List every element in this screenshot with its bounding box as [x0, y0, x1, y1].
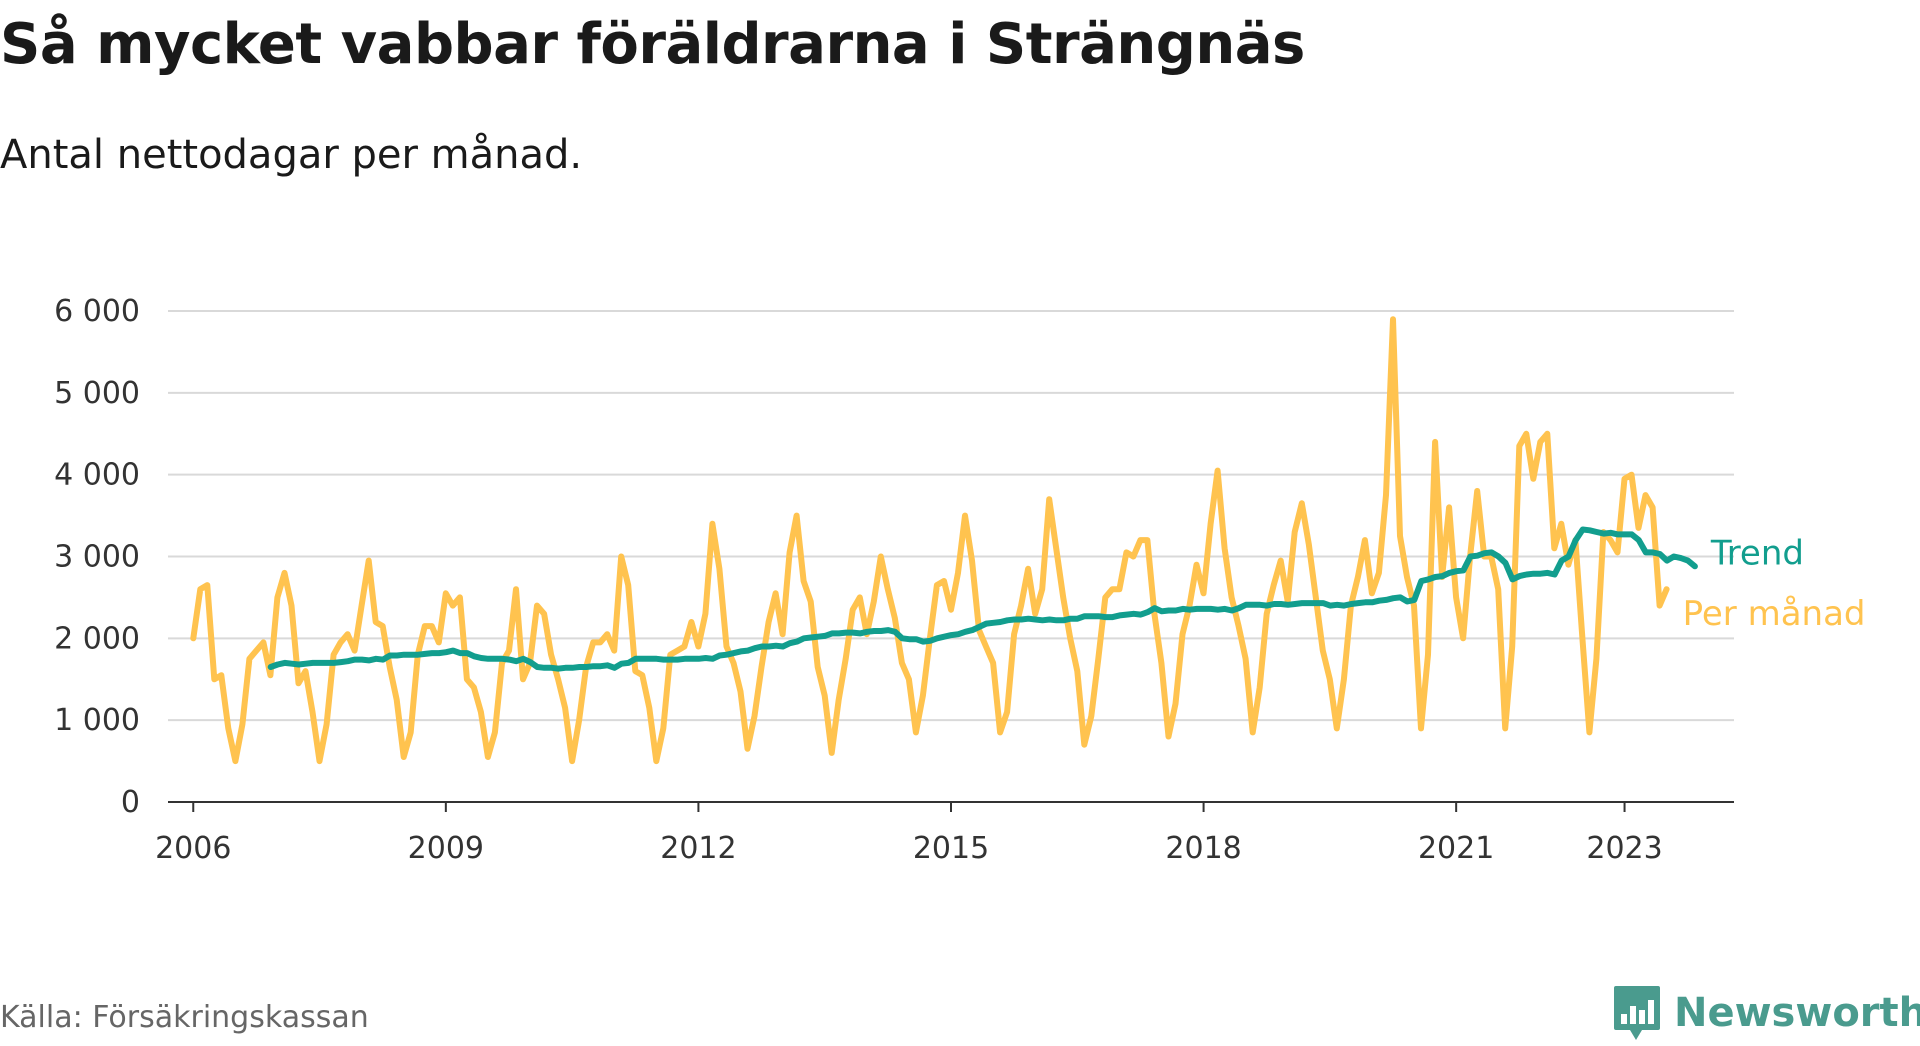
x-tick-label: 2012	[660, 831, 736, 866]
y-tick-label: 5 000	[54, 376, 140, 411]
brand: Newsworthy	[1612, 980, 1920, 1046]
brand-name: Newsworthy	[1674, 990, 1920, 1036]
chart-subtitle: Antal nettodagar per månad.	[0, 132, 583, 178]
line-chart: 0 1 000 2 000 3 000 4 000 5 000 6 000 2006 2009 2…	[54, 294, 1866, 866]
x-tick-label: 2006	[155, 831, 231, 866]
y-tick-label: 1 000	[54, 703, 140, 738]
x-tick-label: 2021	[1418, 831, 1494, 866]
series-label-trend: Trend	[1710, 533, 1804, 573]
x-tick-label: 2009	[408, 831, 484, 866]
y-tick-label: 4 000	[54, 458, 140, 493]
chart-title: Så mycket vabbar föräldrarna i Strängnäs	[0, 12, 1305, 77]
series-line-trend	[267, 526, 1698, 672]
x-tick-label: 2023	[1586, 831, 1662, 866]
series-line-per-manad	[190, 316, 1670, 765]
x-tick-label: 2015	[913, 831, 989, 866]
y-tick-label: 2 000	[54, 621, 140, 656]
y-tick-label: 0	[121, 785, 140, 820]
y-tick-label: 6 000	[54, 294, 140, 329]
x-tick-label: 2018	[1165, 831, 1241, 866]
y-tick-label: 3 000	[54, 540, 140, 575]
newsworthy-logo-icon	[1614, 986, 1660, 1040]
source-note: Källa: Försäkringskassan	[0, 1000, 369, 1035]
series-label-per-manad: Per månad	[1683, 594, 1866, 634]
